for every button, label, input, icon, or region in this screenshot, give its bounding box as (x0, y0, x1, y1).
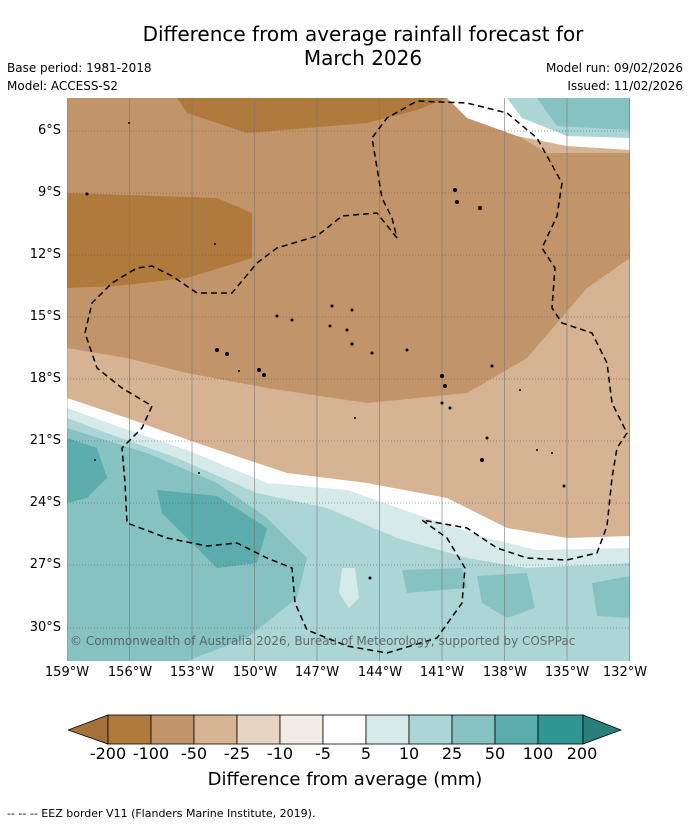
eez-border (84, 100, 628, 654)
lon-label: 135°W (544, 665, 590, 680)
patch-teal-50-east-b (592, 576, 630, 618)
swatch-below-200 (68, 714, 109, 745)
swatch-10-5 (279, 714, 324, 745)
patch-teal-50-mid (402, 568, 467, 593)
band-minus-100 (67, 98, 447, 288)
lat-label: 9°S (37, 185, 61, 200)
title-line-1: Difference from average rainfall forecas… (142, 22, 584, 46)
map-title: Difference from average rainfall forecas… (0, 22, 690, 70)
colorbar-tick: -5 (315, 744, 331, 763)
lon-label: 144°W (357, 665, 403, 680)
swatch-50-100 (494, 714, 539, 745)
island-markers (85, 122, 566, 580)
colorbar-tick: 100 (522, 744, 554, 763)
band-teal-north-dark (537, 98, 630, 130)
lon-label: 141°W (419, 665, 465, 680)
lat-label: 24°S (29, 495, 61, 510)
lat-label: 18°S (29, 371, 61, 386)
lon-label: 150°W (232, 665, 278, 680)
colorbar-title: Difference from average (mm) (207, 769, 483, 790)
colorbar-tick: 25 (441, 744, 463, 763)
lat-label: 30°S (29, 620, 61, 635)
swatch-200-100 (107, 714, 152, 745)
model-name: Model: ACCESS-S2 (7, 79, 119, 93)
swatch-25-50 (451, 714, 496, 745)
swatch-100-200 (537, 714, 584, 745)
colorbar-tick: -100 (132, 744, 170, 763)
lon-label: 159°W (44, 665, 90, 680)
lat-label: 12°S (29, 247, 61, 262)
patch-teal-100-a (67, 438, 107, 503)
colorbar-tick: 200 (566, 744, 598, 763)
swatch-5-5 (322, 714, 367, 745)
colorbar-tick: -50 (180, 744, 208, 763)
lon-label: 138°W (482, 665, 528, 680)
colorbar-tick: 10 (398, 744, 420, 763)
lat-label: 6°S (37, 123, 61, 138)
patch-teal-100-b (157, 490, 267, 568)
colorbar-tick: 5 (360, 744, 372, 763)
eez-legend: -- -- -- EEZ border V11 (Flanders Marine… (7, 807, 316, 820)
parallel-lines (67, 130, 630, 629)
swatch-100-50 (150, 714, 195, 745)
band-minus-50 (67, 98, 630, 403)
colorbar-tick: -200 (89, 744, 127, 763)
patch-pale-south (339, 568, 359, 608)
lon-label: 156°W (107, 665, 153, 680)
base-period: Base period: 1981-2018 (7, 61, 152, 75)
lon-label: 132°W (602, 665, 648, 680)
colorbar-tick: -10 (266, 744, 294, 763)
colorbar-tick: -25 (223, 744, 251, 763)
copyright-notice: © Commonwealth of Australia 2026, Bureau… (70, 634, 576, 648)
swatch-50-25 (193, 714, 238, 745)
colorbar-swatches (68, 714, 622, 745)
swatch-25-10 (236, 714, 281, 745)
swatch-5-10 (365, 714, 410, 745)
lon-label: 147°W (294, 665, 340, 680)
lat-label: 15°S (29, 309, 61, 324)
lat-label: 27°S (29, 557, 61, 572)
meridian-lines (67, 98, 630, 661)
patch-teal-50-east-a (477, 573, 535, 618)
lat-label: 21°S (29, 433, 61, 448)
issued-date: Issued: 11/02/2026 (567, 79, 683, 93)
colorbar (68, 714, 622, 745)
lon-label: 153°W (169, 665, 215, 680)
band-teal-50 (67, 428, 307, 661)
meta-left: Base period: 1981-2018 Model: ACCESS-S2 (7, 59, 152, 95)
model-run: Model run: 09/02/2026 (545, 61, 683, 75)
meta-right: Model run: 09/02/2026 Issued: 11/02/2026 (546, 59, 683, 95)
title-line-2: March 2026 (303, 46, 423, 70)
swatch-10-25 (408, 714, 453, 745)
colorbar-tick: 50 (484, 744, 506, 763)
rainfall-map (67, 98, 630, 661)
swatch-above-200 (582, 714, 622, 745)
